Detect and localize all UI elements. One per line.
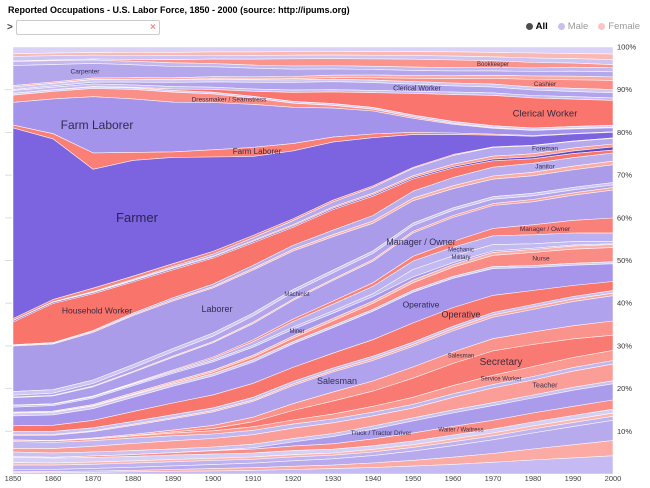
- legend-label: All: [535, 21, 548, 32]
- clear-search-icon[interactable]: ×: [150, 21, 156, 33]
- legend-item-female[interactable]: Female: [598, 21, 640, 32]
- band-label-operative-m: Operative: [403, 300, 440, 310]
- band-misc-y[interactable]: [12, 455, 614, 475]
- band-label-carpenter-m: Carpenter: [71, 69, 101, 76]
- x-axis-label: 1890: [165, 474, 182, 483]
- y-axis-label: 60%: [617, 213, 632, 222]
- x-axis-label: 1900: [205, 474, 222, 483]
- band-label-secretary-f: Secretary: [480, 357, 523, 368]
- band-label-service-worker-f: Service Worker: [481, 376, 522, 382]
- y-axis-label: 80%: [617, 128, 632, 137]
- band-label-cashier-f: Cashier: [534, 81, 557, 88]
- band-label-foreman-m: Foreman: [532, 146, 558, 153]
- band-label-machinist-m: Machinist: [284, 292, 310, 298]
- search-input[interactable]: [18, 20, 147, 34]
- y-axis-label: 20%: [617, 384, 632, 393]
- x-axis-label: 2000: [605, 474, 622, 483]
- x-axis-label: 1850: [5, 474, 22, 483]
- band-label-manager-owner-m: Manager / Owner: [386, 237, 456, 247]
- band-label-manager-owner-f: Manager / Owner: [520, 226, 571, 233]
- band-label-laborer-m: Laborer: [201, 304, 232, 314]
- band-label-farm-laborer-m: Farm Laborer: [61, 118, 134, 132]
- x-axis-label: 1910: [245, 474, 262, 483]
- band-label-clerical-worker-f: Clerical Worker: [513, 108, 578, 119]
- band-label-miner-m: Miner: [289, 329, 304, 335]
- x-axis-label: 1870: [85, 474, 102, 483]
- page-title: Reported Occupations - U.S. Labor Force,…: [8, 5, 350, 15]
- search-bar: > ×: [7, 19, 160, 35]
- band-label-truck-tractor-driver-m: Truck / Tractor Driver: [351, 430, 413, 437]
- y-axis-label: 50%: [617, 256, 632, 265]
- x-axis-label: 1920: [285, 474, 302, 483]
- legend: All Male Female: [525, 21, 640, 32]
- band-label-mechanic-m: Mechanic: [448, 247, 474, 253]
- y-axis-label: 70%: [617, 171, 632, 180]
- x-axis-label: 1980: [525, 474, 542, 483]
- band-label-farmer-m: Farmer: [116, 210, 159, 225]
- band-label-farm-laborer-f: Farm Laborer: [233, 147, 282, 156]
- band-label-nurse-f: Nurse: [532, 256, 550, 263]
- band-label-janitor-m: Janitor: [535, 163, 555, 170]
- band-label-teacher-f: Teacher: [533, 382, 559, 389]
- legend-item-male[interactable]: Male: [557, 21, 589, 32]
- x-axis-label: 1950: [405, 474, 422, 483]
- x-axis-label: 1880: [125, 474, 142, 483]
- search-prompt: >: [7, 21, 13, 33]
- y-axis-label: 30%: [617, 341, 632, 350]
- y-axis-label: 40%: [617, 299, 632, 308]
- search-box[interactable]: ×: [15, 19, 160, 35]
- band-label-household-worker-f: Household Worker: [62, 306, 132, 316]
- band-label-salesman-f: Salesman: [448, 353, 475, 359]
- band-label-bookkeeper-f: Bookkeeper: [477, 62, 509, 68]
- band-label-salesman-m: Salesman: [317, 376, 357, 386]
- legend-label: Male: [567, 21, 589, 32]
- legend-dot-all: [525, 23, 533, 30]
- y-axis-label: 100%: [617, 43, 637, 52]
- band-label-clerical-worker-m: Clerical Worker: [393, 85, 441, 92]
- x-axis-label: 1970: [485, 474, 502, 483]
- x-axis-label: 1860: [45, 474, 62, 483]
- band-label-dressmaker-seamstress-f: Dressmaker / Seamstress: [192, 97, 268, 104]
- x-axis-label: 1960: [445, 474, 462, 483]
- legend-dot-female: [598, 23, 606, 30]
- x-axis-label: 1940: [365, 474, 382, 483]
- y-axis-label: 10%: [617, 427, 632, 436]
- y-axis-label: 90%: [617, 85, 632, 94]
- legend-dot-male: [557, 23, 565, 30]
- band-label-waiter-waitress-f: Waiter / Waitress: [438, 428, 483, 434]
- band-label-operative-f: Operative: [441, 309, 480, 319]
- legend-item-all[interactable]: All: [525, 21, 548, 32]
- band-label-military-m: Military: [452, 255, 471, 261]
- x-axis-label: 1930: [325, 474, 342, 483]
- legend-label: Female: [608, 21, 640, 32]
- x-axis-label: 1990: [565, 474, 582, 483]
